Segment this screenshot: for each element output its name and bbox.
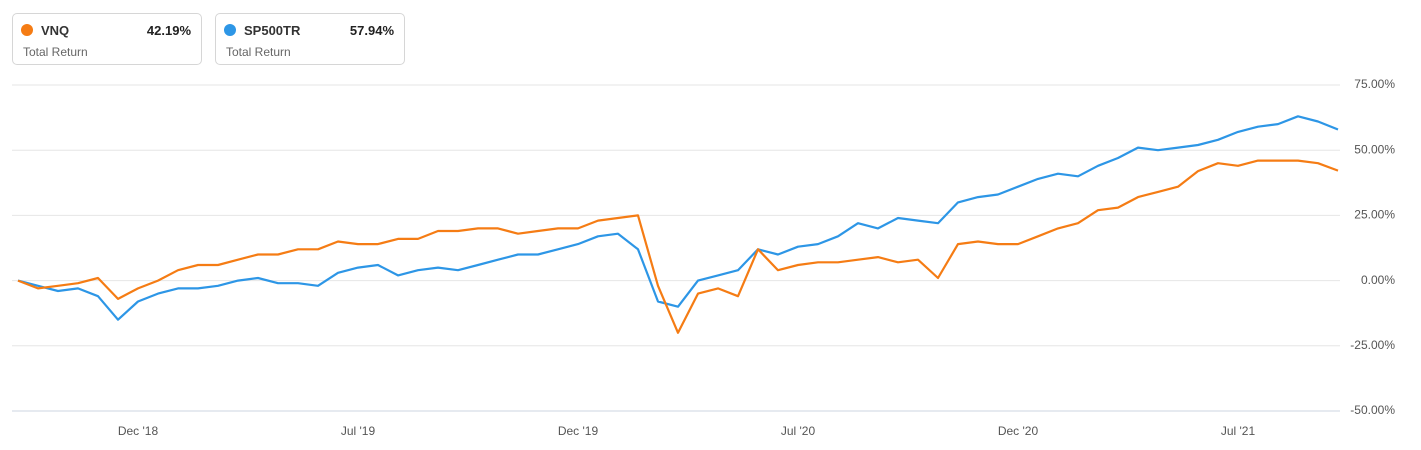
legend-value: 57.94% [349,23,394,38]
y-tick-label: 25.00% [1354,208,1395,222]
y-tick-label: -25.00% [1350,338,1395,352]
x-tick-label: Dec '19 [558,424,599,438]
legend-item: VNQ 42.19% Total Return [12,13,202,65]
legend-marker [21,24,33,36]
x-tick-label: Dec '18 [118,424,159,438]
y-tick-label: 50.00% [1354,142,1395,156]
legend-marker [224,24,236,36]
series-line [17,159,1339,334]
x-tick-label: Dec '20 [998,424,1039,438]
x-tick-label: Jul '20 [781,424,816,438]
legend-item: SP500TR 57.94% Total Return [215,13,405,65]
legend-caption: Total Return [226,45,291,59]
y-tick-label: -50.00% [1350,403,1395,417]
y-tick-label: 75.00% [1354,77,1395,91]
legend-caption: Total Return [23,45,88,59]
legend-value: 42.19% [146,23,191,38]
x-tick-label: Jul '21 [1221,424,1256,438]
series-line [17,115,1339,321]
legend-name: VNQ [41,23,70,38]
x-tick-label: Jul '19 [341,424,376,438]
y-tick-label: 0.00% [1361,273,1395,287]
legend-name: SP500TR [244,23,301,38]
